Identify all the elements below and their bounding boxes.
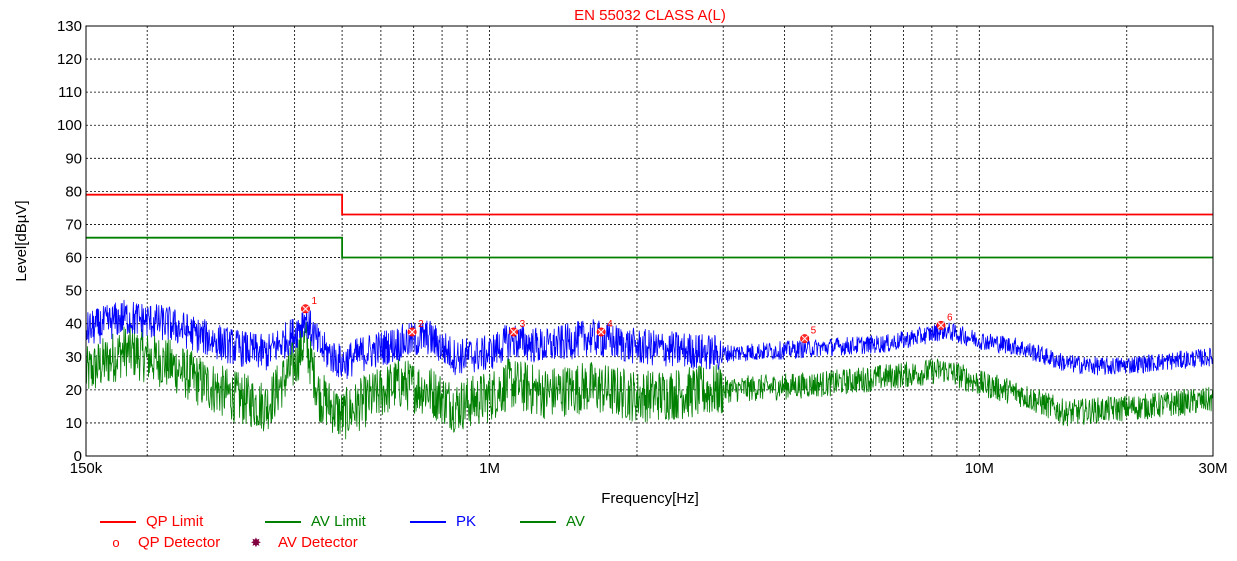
star-icon: ✸ — [250, 534, 262, 550]
marker-label: 3 — [520, 319, 526, 330]
legend: QP Limit AV Limit PK AV o QP Detector ✸ … — [100, 513, 660, 559]
x-tick-label: 10M — [965, 460, 994, 477]
y-tick-label: 130 — [57, 18, 82, 35]
circle-icon: o — [112, 534, 120, 550]
chart-title: EN 55032 CLASS A(L) — [574, 7, 726, 24]
legend-label: AV Detector — [278, 534, 358, 551]
y-tick-label: 110 — [58, 84, 82, 101]
marker-label: 1 — [312, 296, 318, 307]
qp-detector-marker — [936, 320, 946, 330]
y-tick-label: 80 — [65, 183, 82, 200]
av-limit-swatch — [265, 520, 301, 523]
legend-label: PK — [456, 513, 477, 530]
legend-item-av: AV — [520, 513, 585, 530]
legend-item-qp-detector: o QP Detector — [100, 534, 220, 551]
pk-swatch — [410, 520, 446, 523]
y-tick-label: 40 — [65, 316, 82, 333]
y-tick-label: 100 — [57, 117, 82, 134]
detector-markers: 1 2 3 4 5 6 — [301, 296, 953, 344]
y-tick-label: 30 — [65, 349, 82, 366]
legend-item-av-limit: AV Limit — [265, 513, 366, 530]
y-tick-label: 10 — [65, 415, 82, 432]
x-axis-label: Frequency[Hz] — [601, 490, 699, 507]
qp-detector-marker — [509, 327, 519, 337]
marker-label: 2 — [418, 319, 424, 330]
y-tick-label: 60 — [65, 250, 82, 267]
qp-detector-marker — [407, 327, 417, 337]
qp-detector-marker — [301, 304, 311, 314]
legend-item-qp-limit: QP Limit — [100, 513, 203, 530]
series-qp-limit — [86, 193, 1213, 216]
series-layer — [85, 193, 1214, 440]
marker-label: 5 — [811, 326, 817, 337]
legend-item-av-detector: ✸ AV Detector — [240, 534, 358, 551]
qp-limit-swatch — [100, 520, 136, 523]
y-tick-label: 120 — [57, 51, 82, 68]
series-av — [85, 322, 1214, 440]
legend-item-pk: PK — [410, 513, 476, 530]
y-tick-label: 50 — [65, 283, 82, 300]
y-tick-label: 20 — [65, 382, 82, 399]
y-tick-label: 70 — [65, 216, 82, 233]
marker-label: 4 — [607, 319, 613, 330]
series-av-limit — [86, 236, 1213, 259]
x-tick-label: 150k — [70, 460, 103, 477]
plot-frame — [85, 25, 1214, 457]
emc-chart: EN 55032 CLASS A(L) 1 2 3 4 5 6 0 10 20 30 40 50 60… — [13, 7, 1228, 507]
qp-detector-marker — [800, 334, 810, 344]
legend-label: QP Limit — [146, 513, 204, 530]
y-tick-label: 90 — [65, 150, 82, 167]
y-axis-label: Level[dBµV] — [13, 200, 30, 281]
y-tick-label: 0 — [74, 448, 82, 465]
legend-label: QP Detector — [138, 534, 221, 551]
av-swatch — [520, 520, 556, 523]
x-tick-label: 1M — [479, 460, 500, 477]
qp-detector-marker — [596, 327, 606, 337]
axis-labels: 0 10 20 30 40 50 60 70 80 90 100 110 120 130 150k 1M 10M… — [57, 18, 1228, 477]
legend-label: AV Limit — [311, 513, 366, 530]
marker-label: 6 — [947, 312, 953, 323]
x-tick-label: 30M — [1198, 460, 1227, 477]
series-pk — [85, 299, 1214, 380]
legend-label: AV — [566, 513, 585, 530]
